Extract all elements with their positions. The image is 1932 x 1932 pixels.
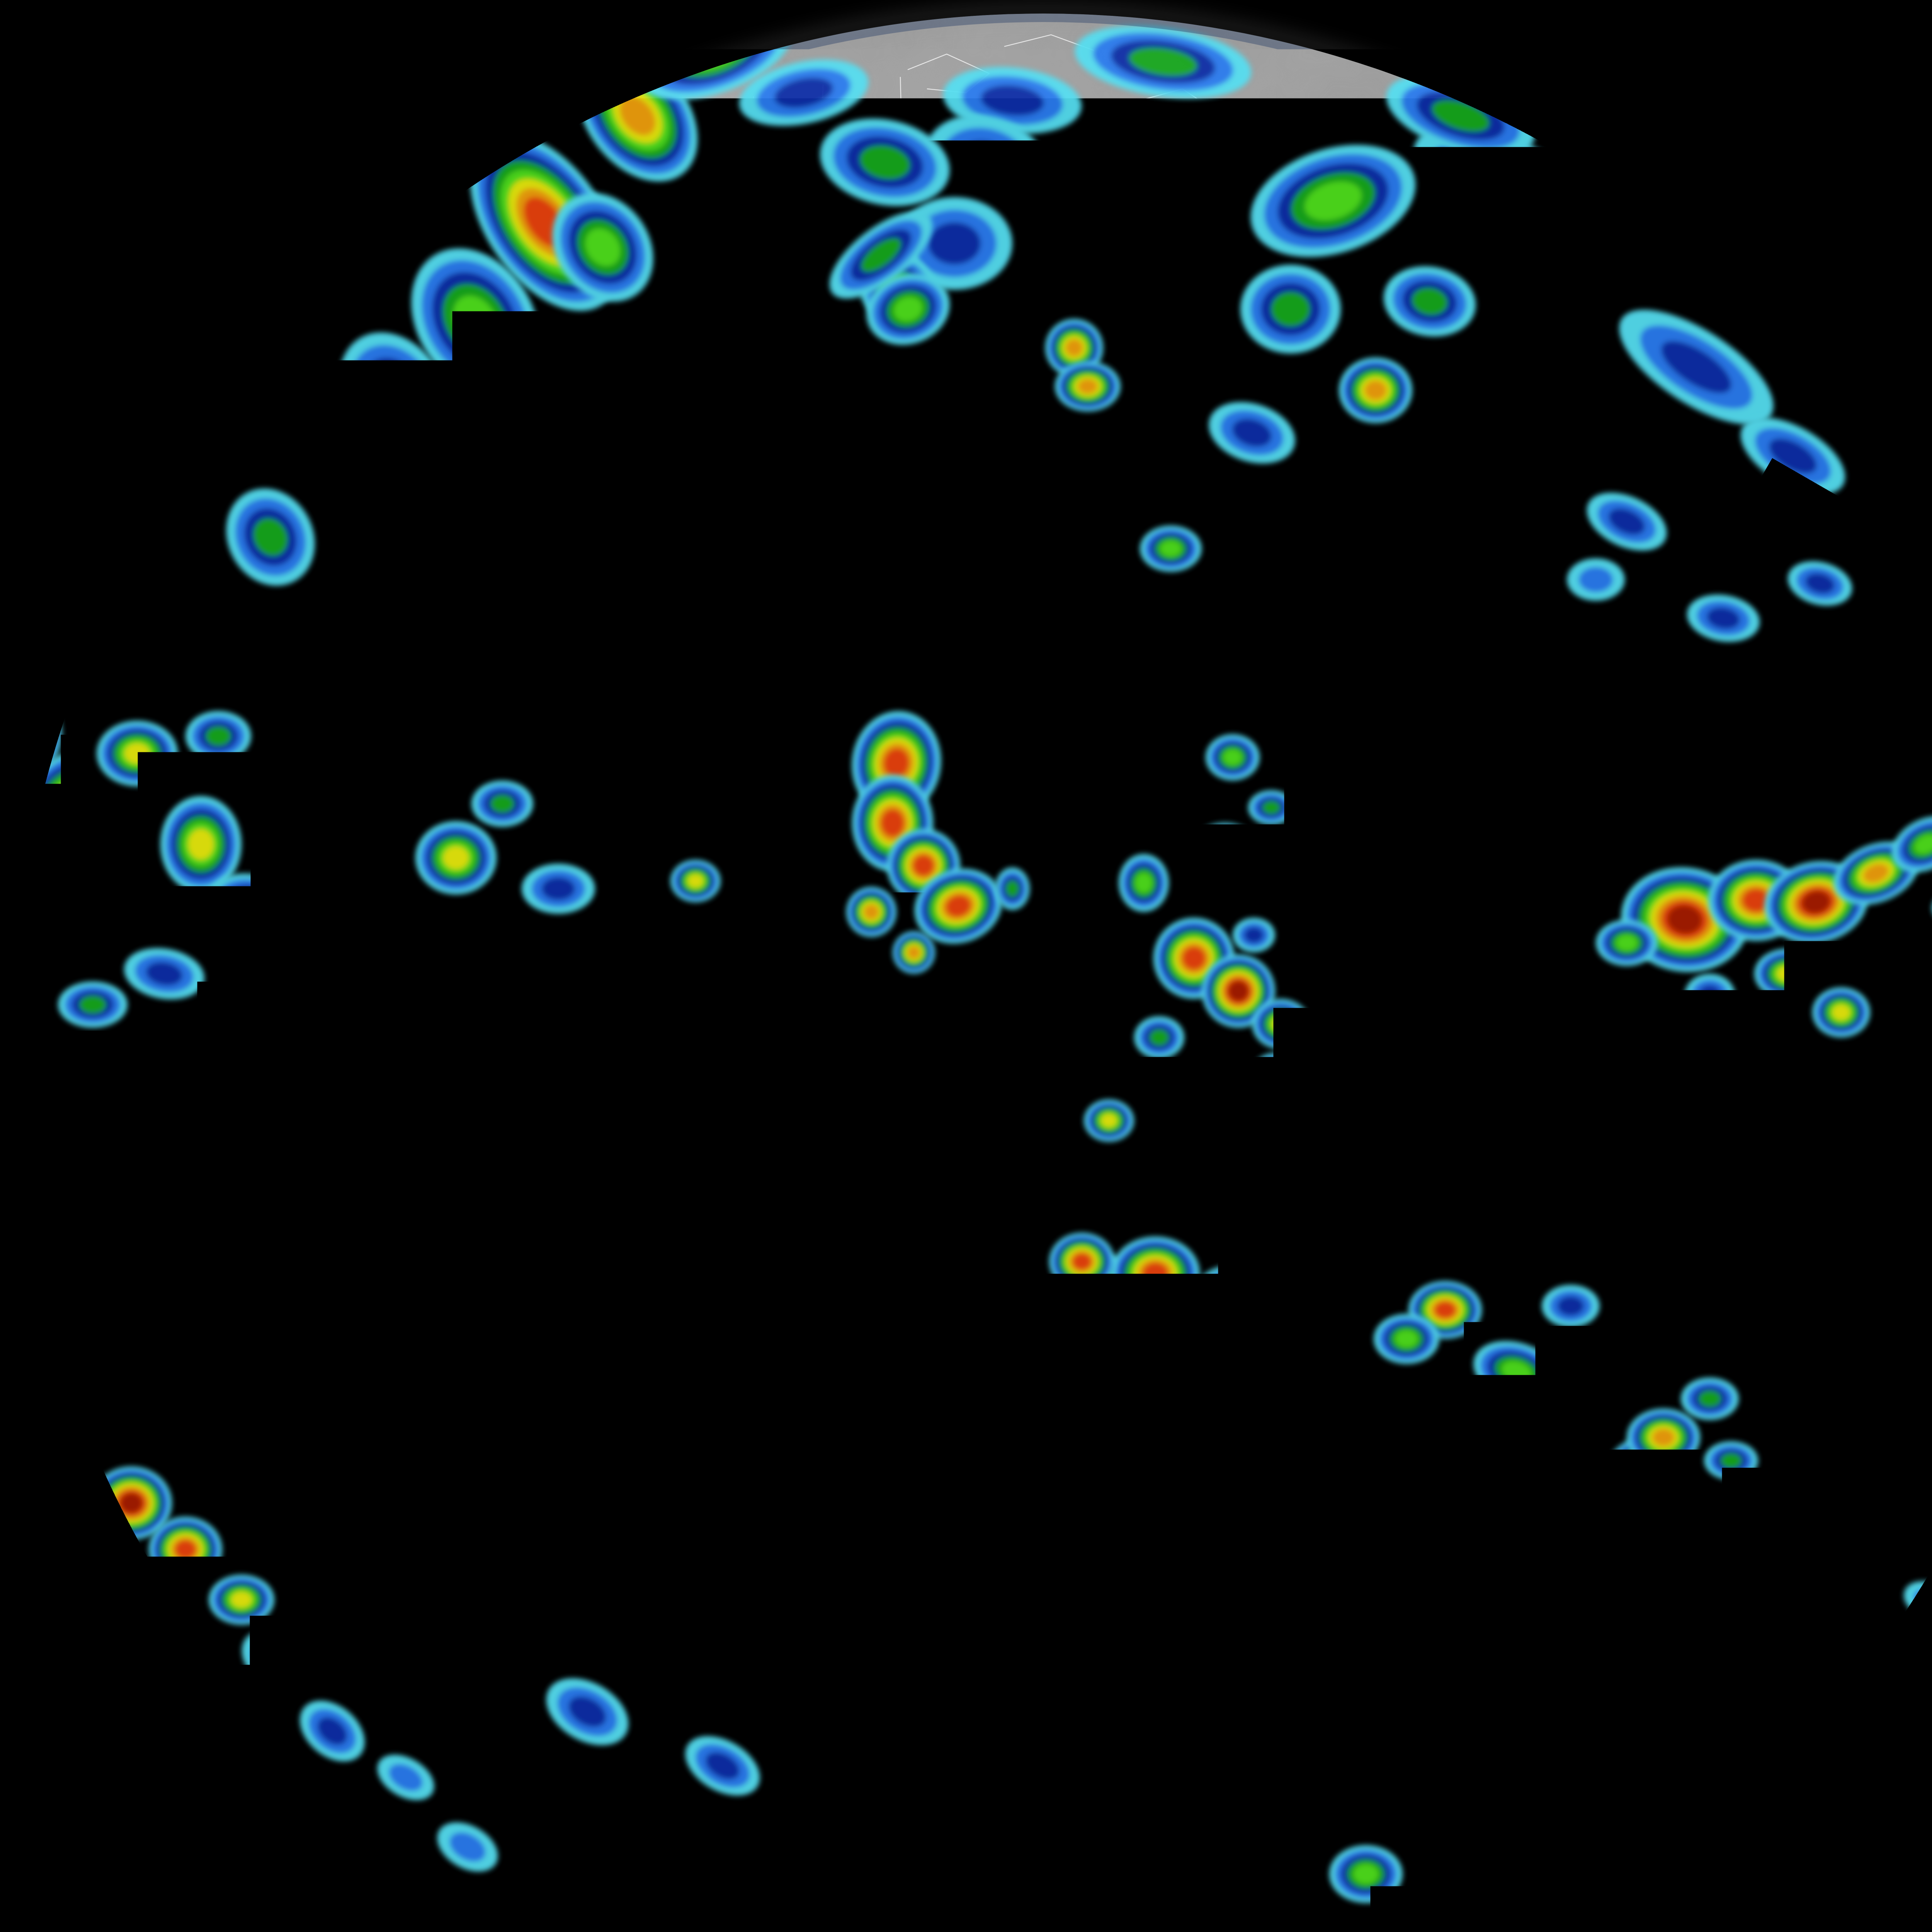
storm-cell xyxy=(1194,823,1256,869)
storm-cell xyxy=(1754,949,1820,999)
storm-cell xyxy=(1681,1378,1739,1420)
storm-cell xyxy=(1140,526,1202,572)
storm-cell xyxy=(1134,1016,1184,1059)
storm-cell xyxy=(311,686,384,744)
storm-cell xyxy=(1374,1314,1439,1364)
storm-cell xyxy=(1206,734,1260,781)
storm-cell xyxy=(1124,1493,1182,1559)
storm-cell xyxy=(1580,1493,1654,1544)
storm-cell xyxy=(1567,558,1625,601)
storm-cell xyxy=(1240,265,1341,354)
storm-cell xyxy=(1084,1099,1134,1142)
storm-cell xyxy=(670,860,721,902)
storm-cell xyxy=(1119,854,1169,912)
storm-cell xyxy=(185,711,251,761)
storm-cell xyxy=(1248,790,1294,825)
storm-cell xyxy=(1542,1285,1600,1327)
storm-cell xyxy=(415,821,497,895)
storm-cell xyxy=(1812,987,1870,1037)
storm-cell xyxy=(375,699,425,742)
storm-cell xyxy=(1252,999,1310,1049)
storm-cell xyxy=(1627,1408,1700,1466)
storm-cell xyxy=(332,748,429,837)
storm-cell xyxy=(1329,1845,1403,1903)
earth-fulldisk-satellite-view xyxy=(0,0,1932,1932)
storm-cell xyxy=(1254,1053,1296,1088)
storm-cell xyxy=(1111,1236,1200,1310)
storm-cell xyxy=(893,931,935,974)
storm-cell xyxy=(1596,920,1658,966)
storm-cell xyxy=(1546,1378,1611,1435)
storm-cell xyxy=(1194,1265,1267,1323)
storm-cell xyxy=(1341,1385,1406,1435)
storm-cell xyxy=(995,867,1030,910)
storm-cell xyxy=(1339,357,1412,423)
storm-cell xyxy=(846,887,896,937)
storm-cell xyxy=(471,781,533,827)
storm-cell xyxy=(243,755,332,837)
storm-cell xyxy=(97,721,178,786)
storm-cell xyxy=(1030,1287,1080,1337)
storm-cell xyxy=(70,815,166,927)
storm-cell xyxy=(58,981,128,1028)
storm-cell xyxy=(1445,1428,1503,1474)
storm-cell xyxy=(1704,1441,1758,1480)
satellite-image-frame xyxy=(0,0,1932,1932)
storm-cell xyxy=(1146,1575,1196,1633)
storm-cell xyxy=(1685,974,1735,1016)
storm-cell xyxy=(209,1575,274,1625)
storm-cell xyxy=(1099,1424,1180,1497)
storm-cell xyxy=(1055,361,1121,412)
storm-cell xyxy=(1049,1233,1115,1291)
storm-cell xyxy=(1233,918,1275,952)
storm-cell xyxy=(522,864,595,914)
